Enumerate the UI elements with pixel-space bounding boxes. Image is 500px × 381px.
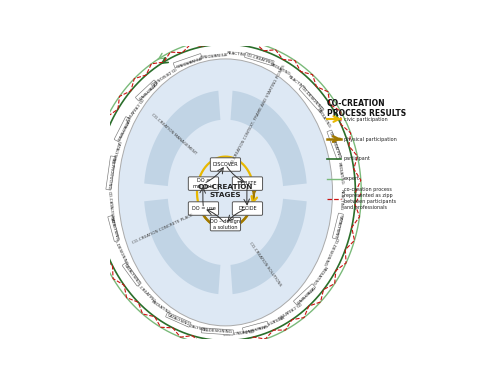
Text: CO-CREATION CONTEXT, FRAME AND STARTING POINTS: CO-CREATION CONTEXT, FRAME AND STARTING …: [230, 64, 286, 166]
Ellipse shape: [118, 59, 332, 326]
Text: co-creation process
represented as zipp
between participants
and professionals: co-creation process represented as zipp …: [344, 187, 396, 210]
Ellipse shape: [186, 143, 265, 242]
Text: CO-CREATING: CO-CREATING: [245, 53, 274, 65]
Text: STEWARDING: STEWARDING: [174, 54, 202, 67]
FancyBboxPatch shape: [210, 158, 240, 171]
Ellipse shape: [168, 120, 282, 264]
Text: physical participation: physical participation: [344, 136, 396, 141]
Text: CO-DESIGNING: CO-DESIGNING: [322, 237, 339, 266]
Text: CATALYSING: CATALYSING: [108, 216, 118, 241]
Text: STEWARDING: STEWARDING: [200, 50, 228, 57]
Text: CATALYSING: CATALYSING: [185, 323, 210, 333]
FancyBboxPatch shape: [188, 177, 218, 190]
Text: CATALYSING: CATALYSING: [109, 139, 120, 164]
Text: expert: expert: [344, 176, 359, 181]
Text: MEDIATING: MEDIATING: [262, 313, 284, 326]
Text: DISCOVER: DISCOVER: [212, 162, 238, 167]
Text: DEBATE: DEBATE: [238, 181, 257, 186]
FancyBboxPatch shape: [232, 202, 262, 215]
Text: REACTING: REACTING: [227, 51, 248, 57]
Text: CATALYSING: CATALYSING: [123, 263, 140, 285]
Text: CO-CREATION CONCRETE PLACE: CO-CREATION CONCRETE PLACE: [132, 213, 194, 245]
Text: CO-CATALYSING: CO-CATALYSING: [106, 190, 114, 223]
FancyBboxPatch shape: [188, 202, 218, 215]
Text: DO – design
a solution: DO – design a solution: [210, 219, 240, 230]
Text: DO = use: DO = use: [192, 206, 216, 211]
Text: CATALYSING: CATALYSING: [166, 313, 190, 327]
Text: CO-CREATION
STAGES: CO-CREATION STAGES: [198, 184, 253, 198]
Text: CATALYSING: CATALYSING: [115, 117, 130, 141]
Text: CO-CREATING: CO-CREATING: [134, 281, 156, 304]
Text: MEDIATING: MEDIATING: [316, 108, 332, 129]
Text: CO-PRODUCING: CO-PRODUCING: [106, 157, 115, 189]
Text: REACTING: REACTING: [338, 189, 344, 210]
Text: participant: participant: [344, 157, 370, 162]
Ellipse shape: [144, 90, 308, 295]
Text: CO-CREATING: CO-CREATING: [328, 131, 341, 159]
Text: MEDIATING: MEDIATING: [269, 62, 291, 77]
FancyBboxPatch shape: [232, 177, 262, 190]
Text: CATALYSING: CATALYSING: [243, 322, 268, 332]
Polygon shape: [230, 199, 306, 294]
Text: DECIDE: DECIDE: [238, 206, 257, 211]
Text: CO-CREATING: CO-CREATING: [122, 96, 143, 121]
Polygon shape: [144, 199, 220, 294]
Text: DO =
maintain: DO = maintain: [192, 178, 214, 189]
Text: CO-DESIGNING: CO-DESIGNING: [112, 237, 129, 266]
Text: REACTING: REACTING: [288, 75, 306, 91]
Text: civic participation: civic participation: [344, 117, 388, 122]
Text: CATALYSING: CATALYSING: [136, 81, 157, 100]
FancyBboxPatch shape: [210, 217, 240, 231]
Polygon shape: [230, 91, 306, 186]
Text: CO-CREATION MANAGEMENT: CO-CREATION MANAGEMENT: [151, 112, 198, 155]
Text: CO-CREATING: CO-CREATING: [276, 300, 301, 319]
Text: CATALYSING: CATALYSING: [294, 285, 315, 304]
Text: CO-CREATION
PROCESS RESULTS: CO-CREATION PROCESS RESULTS: [326, 99, 406, 118]
Text: MEDIATING: MEDIATING: [336, 162, 344, 184]
Text: CO-DESIGNING: CO-DESIGNING: [300, 86, 324, 112]
Text: CO-DESIGNING: CO-DESIGNING: [148, 66, 176, 86]
Text: CO-CATALYSING: CO-CATALYSING: [222, 327, 254, 335]
Text: CO-DESIGNING: CO-DESIGNING: [202, 328, 233, 335]
Text: CO-CREATION SOLUTIONS: CO-CREATION SOLUTIONS: [248, 241, 282, 287]
Text: MEDIATING: MEDIATING: [311, 264, 328, 285]
Polygon shape: [144, 91, 220, 186]
Text: CATALYSING: CATALYSING: [333, 214, 343, 239]
Text: MEDIATING: MEDIATING: [150, 300, 171, 316]
